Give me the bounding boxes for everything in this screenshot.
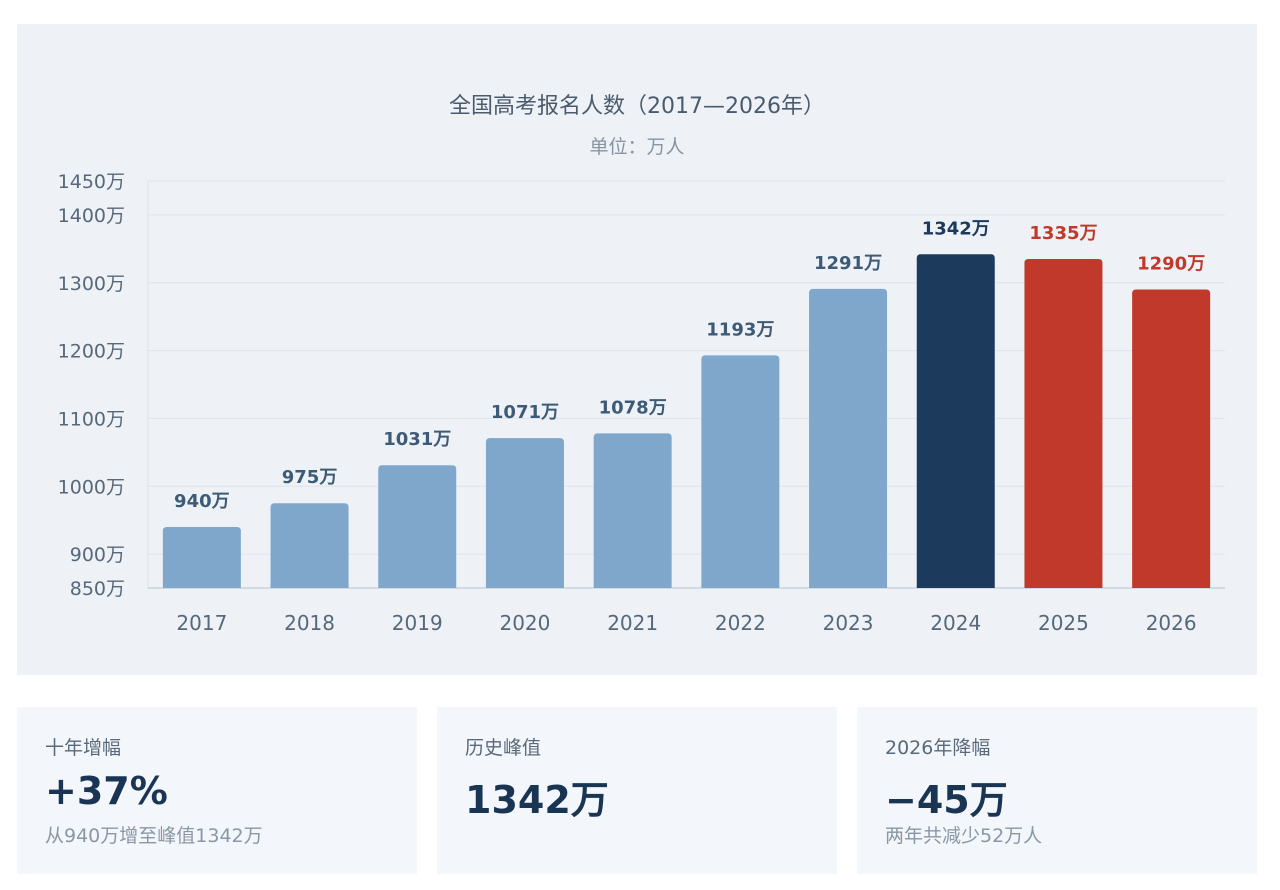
data-label-2018: 975万 [282,467,338,488]
y-tick-label: 1300万 [58,273,125,295]
bar-2024 [916,254,995,588]
x-tick-label-2020: 2020 [499,611,550,635]
y-tick-label: 1200万 [58,341,125,363]
card-label: 2026年降幅 [885,737,991,759]
data-label-2022: 1193万 [706,319,774,340]
data-label-2024: 1342万 [922,218,990,239]
x-tick-label-2026: 2026 [1146,611,1197,635]
card-note: 从940万增至峰值1342万 [45,825,263,847]
y-tick-label: 1400万 [58,205,125,227]
x-tick-label-2019: 2019 [392,611,443,635]
chart-panel: 全国高考报名人数（2017—2026年） 单位：万人 850万 900万 1000万… [17,24,1257,675]
x-tick-label-2025: 2025 [1038,611,1089,635]
bar-2019 [378,465,457,588]
x-tick-label-2018: 2018 [284,611,335,635]
data-label-2020: 1071万 [491,402,559,423]
y-tick-label: 1100万 [58,408,125,430]
bar-2020 [485,438,564,588]
x-tick-label-2021: 2021 [607,611,658,635]
y-tick-label: 850万 [70,578,125,600]
y-tick-label: 900万 [70,544,125,566]
stat-card-peak: 历史峰值 1342万 [437,707,837,874]
bar-2021 [593,433,672,588]
card-value: +37% [45,769,168,813]
stat-card-growth: 十年增幅 +37% 从940万增至峰值1342万 [17,707,417,874]
data-label-2019: 1031万 [383,429,451,450]
bar-2022 [701,355,780,588]
data-label-2023: 1291万 [814,253,882,274]
y-tick-label: 1000万 [58,476,125,498]
data-label-2021: 1078万 [599,397,667,418]
bar-2023 [809,288,888,588]
bar-2017 [162,526,241,588]
stat-card-decline: 2026年降幅 −45万 两年共减少52万人 [857,707,1257,874]
chart-subtitle: 单位：万人 [589,136,685,158]
card-label: 历史峰值 [465,737,542,759]
bar-2018 [270,503,349,588]
card-label: 十年增幅 [45,737,122,759]
card-value: 1342万 [465,778,609,822]
card-note: 两年共减少52万人 [885,825,1043,847]
chart-title: 全国高考报名人数（2017—2026年） [449,94,825,119]
x-tick-label-2022: 2022 [715,611,766,635]
bar-2026 [1132,289,1211,588]
y-tick-label: 1450万 [58,171,125,193]
data-label-2017: 940万 [174,491,230,512]
x-tick-label-2023: 2023 [823,611,874,635]
data-label-2026: 1290万 [1137,254,1205,275]
x-tick-label-2024: 2024 [930,611,981,635]
x-tick-label-2017: 2017 [176,611,227,635]
card-value: −45万 [885,778,1008,822]
data-label-2025: 1335万 [1029,223,1097,244]
bar-2025 [1024,259,1103,588]
bar-chart: 850万 900万 1000万 1100万 1200万 1300万 1400万 1450万 9… [58,171,1225,635]
